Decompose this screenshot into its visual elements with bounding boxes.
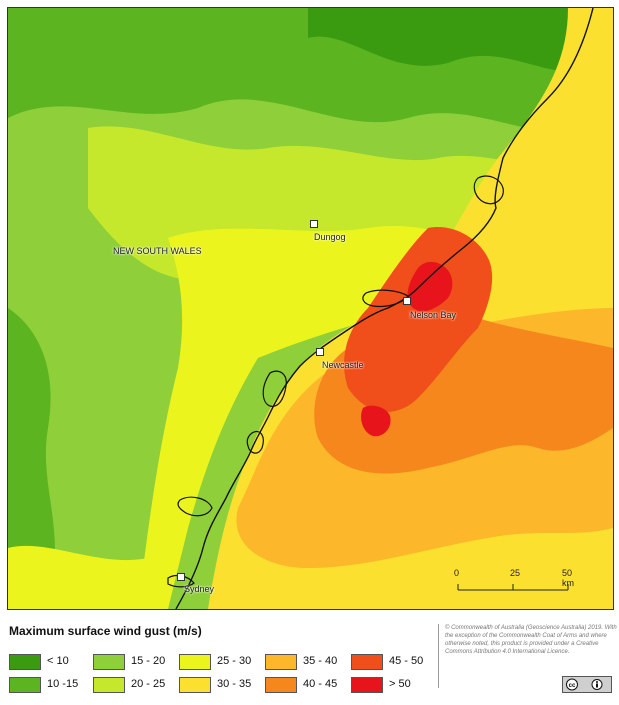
scale-label-25: 25 <box>510 568 521 578</box>
legend-label: 45 - 50 <box>389 655 424 667</box>
town-label-sydney: Sydney <box>184 584 215 594</box>
legend-label: 15 - 20 <box>131 655 166 667</box>
creative-commons-badge-icon: cc <box>562 676 612 693</box>
legend-label: > 50 <box>389 678 411 690</box>
zone-gt50-offshore <box>361 405 391 437</box>
legend-label: 10 -15 <box>47 678 79 690</box>
estuary-broken-bay <box>177 496 213 517</box>
town-label-newcastle: Newcastle <box>322 360 364 370</box>
town-marker-nelson-bay <box>403 297 411 305</box>
coastline <box>175 8 594 609</box>
legend-swatch <box>9 654 41 670</box>
estuary-tuggerah <box>246 430 264 454</box>
zone-gt50-nelson-bay <box>407 261 453 312</box>
zone-10-15-west <box>8 308 56 609</box>
scale-bar-line <box>457 584 569 591</box>
legend-swatch <box>93 654 125 670</box>
town-label-dungog: Dungog <box>314 232 346 242</box>
legend-label: 25 - 30 <box>217 655 252 667</box>
legend-swatch <box>351 677 383 693</box>
map-canvas <box>8 8 613 609</box>
region-label: NEW SOUTH WALES <box>113 246 202 256</box>
scale-label-50: 50 km <box>562 568 574 588</box>
estuary-port-stephens <box>362 289 409 308</box>
legend-label: < 10 <box>47 655 69 667</box>
zone-25-30 <box>138 225 613 609</box>
legend-swatch <box>351 654 383 670</box>
legend-label: 35 - 40 <box>303 655 338 667</box>
scale-bar: 0 25 50 km <box>454 568 586 598</box>
town-label-nelson-bay: Nelson Bay <box>410 310 457 320</box>
town-marker-sydney <box>177 573 185 581</box>
legend-swatch <box>265 677 297 693</box>
zone-25-30-south <box>8 545 168 609</box>
legend: Maximum surface wind gust (m/s) < 10 10 … <box>7 622 432 700</box>
legend-swatch <box>179 677 211 693</box>
cc-icon: cc <box>566 678 603 691</box>
zone-lt10-north <box>308 8 613 73</box>
legend-title: Maximum surface wind gust (m/s) <box>9 624 202 638</box>
legend-swatch <box>179 654 211 670</box>
legend-label: 20 - 25 <box>131 678 166 690</box>
copyright-notice: © Commonwealth of Australia (Geoscience … <box>438 624 617 688</box>
legend-swatch <box>265 654 297 670</box>
estuary-myall-lakes <box>473 175 504 205</box>
estuary-lake-macquarie <box>262 370 287 407</box>
svg-text:cc: cc <box>569 683 576 689</box>
wind-gust-map: NEW SOUTH WALES Dungog Nelson Bay Newcas… <box>7 7 614 610</box>
legend-label: 40 - 45 <box>303 678 338 690</box>
town-marker-dungog <box>310 220 318 228</box>
scale-label-0: 0 <box>454 568 460 578</box>
town-marker-newcastle <box>316 348 324 356</box>
legend-label: 30 - 35 <box>217 678 252 690</box>
zone-45-50 <box>344 227 493 412</box>
legend-swatch <box>93 677 125 693</box>
estuary-port-jackson <box>167 574 195 588</box>
legend-swatch <box>9 677 41 693</box>
